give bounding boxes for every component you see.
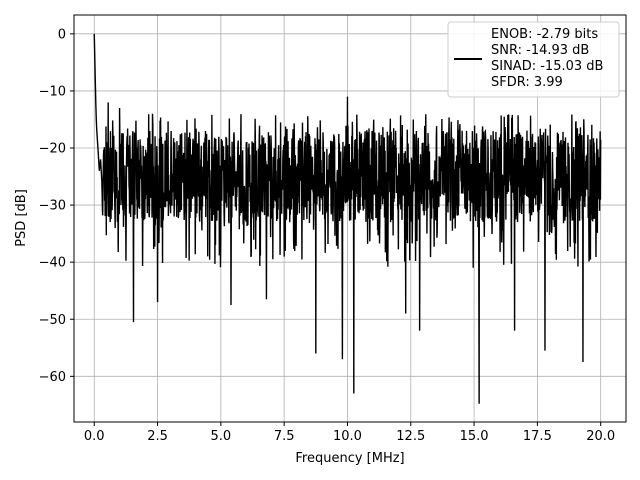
axes-frame (73, 14, 627, 423)
legend-line-sfdr: SFDR: 3.99 (491, 75, 563, 90)
legend-line-snr: SNR: -14.93 dB (491, 43, 589, 58)
x-tick-label: 2.5 (147, 429, 168, 444)
plot-area (93, 33, 602, 404)
x-axis-ticks: 0.0 2.5 5.0 7.5 10.0 12.5 15.0 17.5 20.0 (84, 422, 615, 444)
y-tick-label: −40 (39, 256, 66, 271)
y-tick-label: −10 (39, 84, 66, 99)
legend-line-sinad: SINAD: -15.03 dB (491, 59, 603, 74)
x-tick-label: 17.5 (523, 429, 552, 444)
legend-line-enob: ENOB: -2.79 bits (491, 27, 598, 42)
y-axis-ticks: 0 −10 −20 −30 −40 −50 −60 (39, 27, 74, 385)
x-axis-label: Frequency [MHz] (295, 451, 404, 466)
y-tick-label: −50 (39, 313, 66, 328)
y-axis-label: PSD [dB] (14, 189, 29, 247)
legend-box (447, 21, 620, 98)
y-tick-label: 0 (58, 27, 66, 42)
legend: ENOB: -2.79 bits SNR: -14.93 dB SINAD: -… (447, 21, 620, 98)
x-tick-label: 10.0 (333, 429, 362, 444)
y-tick-label: −30 (39, 199, 66, 214)
x-tick-label: 0.0 (84, 429, 105, 444)
x-tick-label: 7.5 (274, 429, 295, 444)
psd-series-line (93, 33, 602, 404)
x-tick-label: 5.0 (211, 429, 232, 444)
y-tick-label: −20 (39, 142, 66, 157)
x-tick-label: 12.5 (396, 429, 425, 444)
x-tick-label: 15.0 (460, 429, 489, 444)
y-tick-label: −60 (39, 370, 66, 385)
x-tick-label: 20.0 (586, 429, 615, 444)
